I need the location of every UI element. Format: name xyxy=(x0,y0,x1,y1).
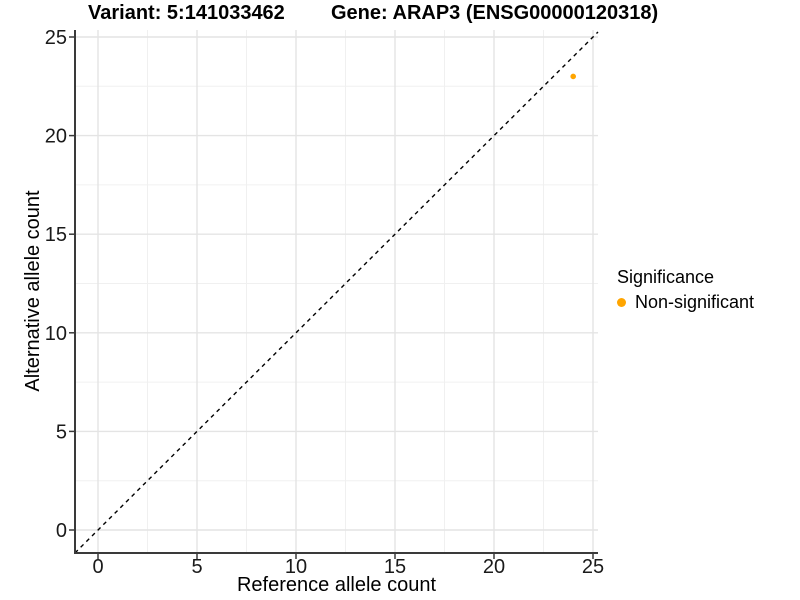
legend-title: Significance xyxy=(617,267,715,287)
y-tick-label: 15 xyxy=(45,224,67,246)
y-tick-label: 25 xyxy=(45,27,67,49)
legend-item-label: Non-significant xyxy=(635,292,755,312)
x-axis-title: Reference allele count xyxy=(236,574,436,596)
identity-line xyxy=(74,31,599,554)
x-tick-label: 10 xyxy=(285,556,307,578)
y-tick-label: 20 xyxy=(45,126,67,148)
legend: Significance Non-significant xyxy=(617,266,754,313)
variant-title: Variant: 5:141033462 xyxy=(88,2,285,24)
y-tick-label: 5 xyxy=(56,421,67,443)
x-tick-label: 15 xyxy=(384,556,406,578)
x-tick-label: 0 xyxy=(92,556,103,578)
y-axis-title: Alternative allele count xyxy=(22,190,44,392)
y-tick-label: 10 xyxy=(45,323,67,345)
gene-title: Gene: ARAP3 (ENSG00000120318) xyxy=(331,2,659,24)
x-tick-label: 20 xyxy=(483,556,505,578)
point-swatch-icon xyxy=(617,297,626,307)
x-tick-label: 5 xyxy=(191,556,202,578)
x-tick-label: 25 xyxy=(582,556,604,578)
legend-item: Non-significant xyxy=(617,291,754,313)
data-point xyxy=(570,73,576,80)
y-tick-label: 0 xyxy=(56,520,67,542)
